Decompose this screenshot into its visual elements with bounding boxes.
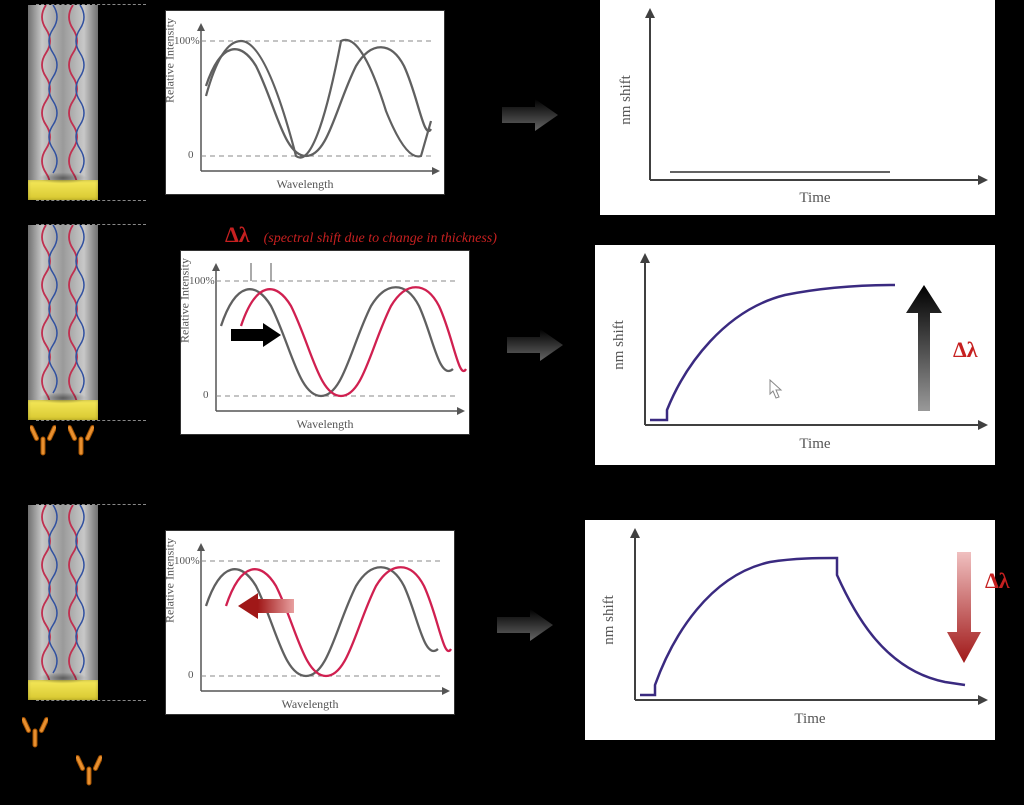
- timeplot-2: nm shift Time Δλ: [595, 245, 995, 465]
- arrow-between-3: [495, 605, 555, 645]
- svg-text:Time: Time: [799, 436, 830, 452]
- spectrum-panel-1: 100% 0 Relative Intensity Wavelength: [165, 10, 445, 195]
- ytick-0-2: 0: [203, 389, 209, 401]
- timeplot-3: nm shift Time Δλ: [585, 520, 995, 740]
- optical-sensor: [28, 5, 98, 200]
- delta-arrow-up-icon: [900, 283, 948, 413]
- ytick-0: 0: [188, 149, 194, 161]
- spectrum-xlabel: Wavelength: [276, 177, 333, 192]
- svg-text:nm shift: nm shift: [611, 319, 627, 369]
- ytick-0-3: 0: [188, 669, 194, 681]
- svg-text:Time: Time: [799, 190, 830, 206]
- delta-lambda-down: Δλ: [985, 568, 1010, 594]
- fiber-body-2: [28, 225, 98, 400]
- sensor-tip-3: [28, 680, 98, 700]
- dash-bottom-3: [36, 700, 146, 701]
- row-dissociation: 100% 0 Relative Intensity Wavelength nm …: [0, 495, 1024, 805]
- spectrum-ylabel-2: Relative Intensity: [178, 258, 193, 343]
- sensor-tip-2: [28, 400, 98, 420]
- sensor-tip: [28, 180, 98, 200]
- spectrum-panel-3: 100% 0 Relative Intensity Wavelength: [165, 530, 455, 715]
- ytick-100-2: 100%: [189, 275, 215, 287]
- delta-lambda-up: Δλ: [953, 337, 978, 363]
- antibody-icon: [30, 423, 56, 457]
- spectrum-ylabel-3: Relative Intensity: [163, 538, 178, 623]
- spectrum-xlabel-3: Wavelength: [281, 697, 338, 712]
- antibody-icon: [68, 423, 94, 457]
- ytick-100: 100%: [174, 35, 200, 47]
- spectrum-ylabel: Relative Intensity: [163, 18, 178, 103]
- antibody-icon: [22, 715, 48, 749]
- arrow-between-2: [505, 325, 565, 365]
- row-binding: Δλ (spectral shift due to change in thic…: [0, 225, 1024, 485]
- spectrum-xlabel-2: Wavelength: [296, 417, 353, 432]
- svg-text:nm shift: nm shift: [601, 594, 617, 644]
- delta-lambda-symbol: Δλ: [225, 222, 250, 247]
- antibody-icon: [76, 753, 102, 787]
- ytick-100-3: 100%: [174, 555, 200, 567]
- fiber-body: [28, 5, 98, 180]
- timeplot-1: nm shift Time: [600, 0, 995, 215]
- arrow-between-1: [500, 95, 560, 135]
- optical-sensor-3: [28, 505, 98, 700]
- delta-caption-line: Δλ (spectral shift due to change in thic…: [225, 222, 497, 248]
- svg-text:nm shift: nm shift: [618, 74, 634, 124]
- delta-caption-text: (spectral shift due to change in thickne…: [264, 231, 497, 246]
- fiber-body-3: [28, 505, 98, 680]
- optical-sensor-2: [28, 225, 98, 420]
- delta-arrow-down-icon: [943, 550, 985, 665]
- dash-bottom-2: [36, 420, 146, 421]
- dash-bottom: [36, 200, 146, 201]
- row-baseline: 100% 0 Relative Intensity Wavelength nm …: [0, 0, 1024, 225]
- svg-text:Time: Time: [794, 711, 825, 727]
- spectrum-panel-2: 100% 0 Relative Intensity Wavelength: [180, 250, 470, 435]
